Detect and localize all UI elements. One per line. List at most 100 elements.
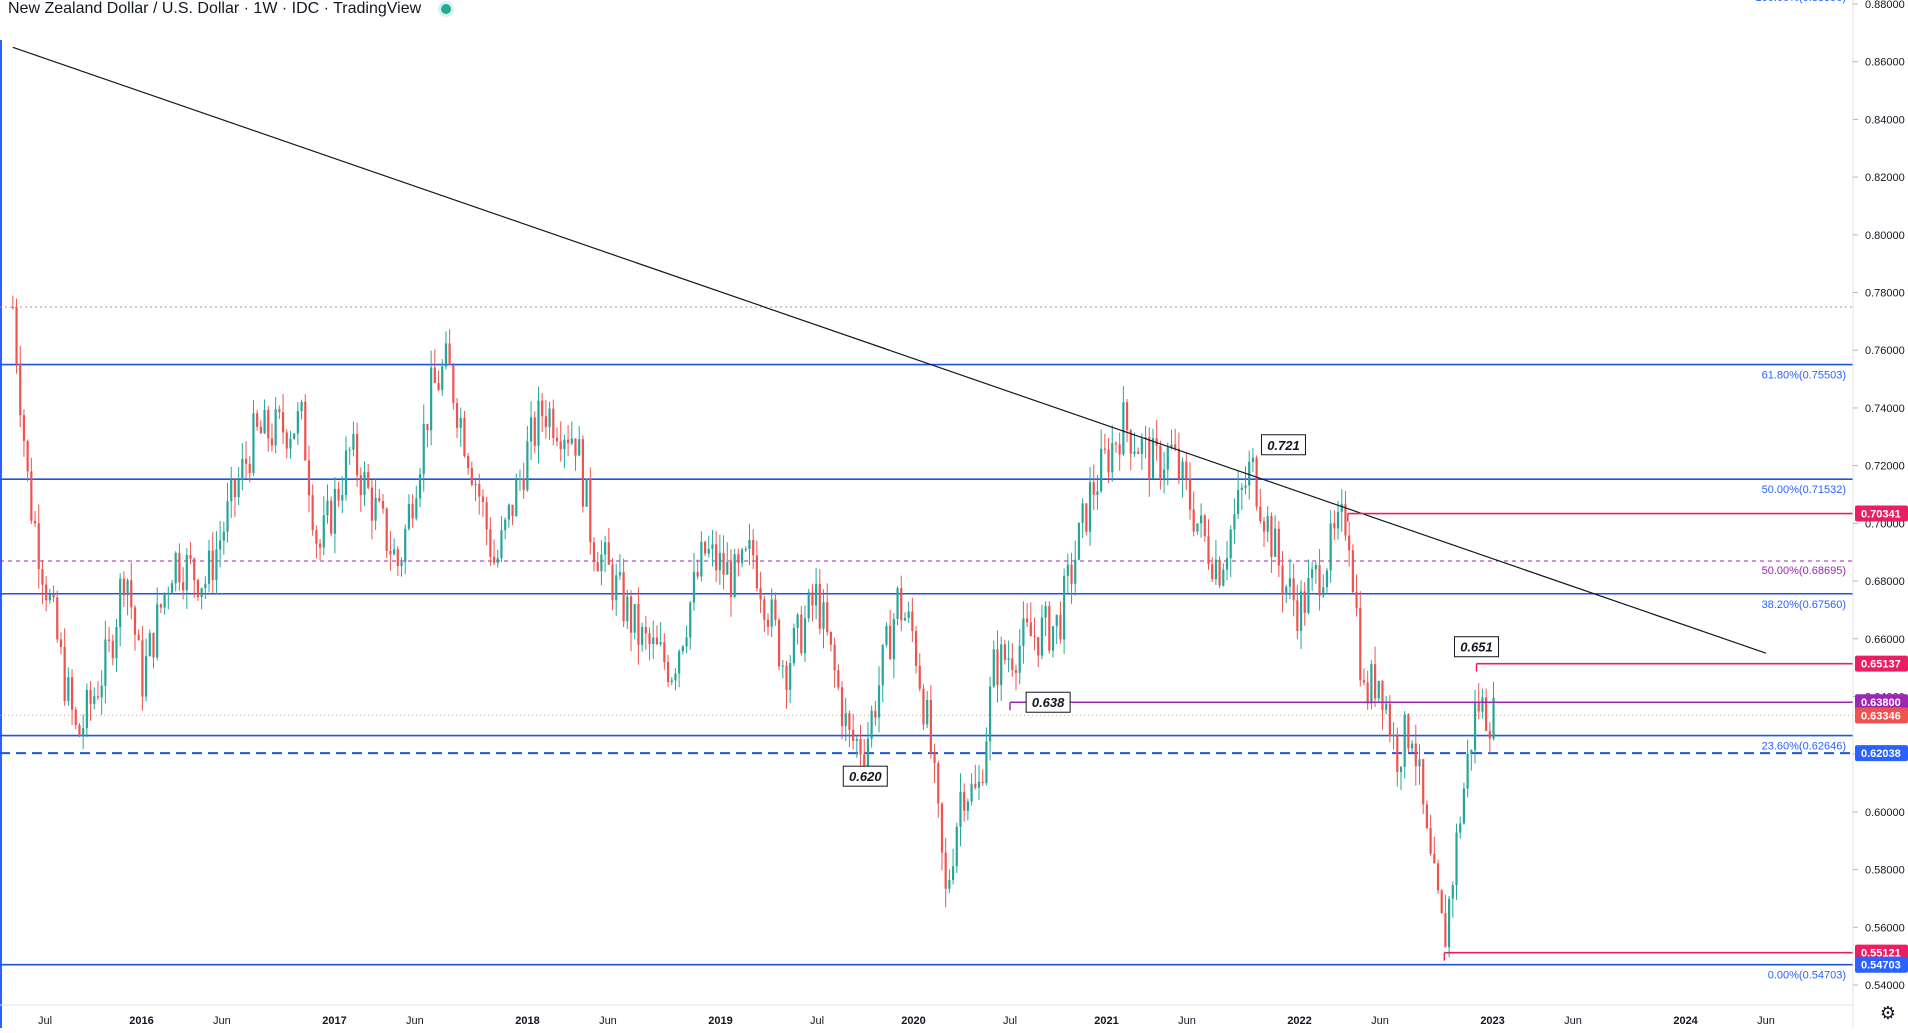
candle-down: [1003, 639, 1007, 665]
candle-body: [367, 471, 370, 488]
candle-body: [818, 583, 821, 629]
x-tick-label: Jun: [1564, 1015, 1582, 1027]
candle-body: [1277, 528, 1280, 566]
candle-body: [1018, 645, 1021, 673]
candle-body: [111, 641, 114, 659]
candle-up: [1229, 525, 1232, 578]
candle-body: [726, 561, 729, 575]
annotation-box: [1453, 636, 1499, 658]
candle-down: [1114, 441, 1118, 453]
candle-body: [1088, 482, 1092, 532]
candle-down: [285, 429, 288, 459]
candle-body: [1459, 823, 1462, 833]
candle-body: [711, 544, 714, 549]
candle-body: [926, 699, 929, 725]
candle-up: [877, 666, 881, 733]
candle-body: [1248, 461, 1251, 486]
candle-body: [1207, 536, 1210, 565]
candle-down: [481, 489, 485, 518]
candle-up: [374, 479, 377, 530]
candle-up: [1170, 429, 1173, 450]
gear-icon[interactable]: ⚙: [1879, 1003, 1896, 1023]
candle-body: [22, 415, 26, 442]
candle-down: [70, 669, 74, 725]
candle-body: [652, 637, 655, 645]
candle-up: [707, 535, 710, 558]
candle-body: [959, 791, 962, 827]
candle-up: [1237, 470, 1240, 520]
candle-body: [522, 478, 525, 491]
candle-body: [707, 548, 710, 554]
candle-down: [1011, 643, 1014, 677]
candle-down: [1107, 437, 1110, 484]
candle-up: [274, 397, 277, 454]
candle-up: [115, 619, 118, 672]
candle-body: [463, 418, 466, 456]
candle-down: [1425, 800, 1429, 830]
candle-body: [570, 438, 573, 444]
candle-up: [951, 848, 955, 885]
candle-body: [1370, 664, 1373, 704]
candle-body: [792, 627, 796, 664]
candle-up: [207, 539, 211, 593]
candle-down: [818, 569, 821, 635]
candle-down: [1373, 646, 1377, 708]
candle-body: [1403, 714, 1406, 767]
candle-body: [422, 423, 425, 475]
candle-up: [992, 640, 995, 688]
candle-up: [789, 654, 792, 704]
x-tick-label: 2017: [322, 1015, 346, 1027]
x-tick-label: Jul: [810, 1015, 824, 1027]
candle-up: [144, 638, 148, 702]
candle-body: [1192, 509, 1195, 532]
candle-down: [722, 535, 725, 590]
candle-up: [507, 503, 510, 528]
candle-body: [189, 555, 192, 559]
y-tick-label: 0.78000: [1865, 288, 1905, 300]
candle-up: [441, 359, 444, 396]
candle-down: [1137, 447, 1140, 455]
candle-body: [752, 540, 755, 556]
candle-body: [337, 488, 340, 501]
candle-body: [156, 604, 159, 658]
candle-body: [307, 460, 311, 496]
candle-down: [59, 632, 63, 655]
candle-down: [89, 681, 92, 721]
price-tag: 0.70341: [1855, 505, 1908, 522]
candle-body: [1122, 402, 1125, 455]
candle-down: [607, 527, 610, 565]
candle-up: [1266, 505, 1269, 542]
candle-up: [955, 822, 958, 873]
candle-body: [822, 602, 825, 629]
candle-body: [1414, 743, 1417, 767]
candle-body: [537, 400, 540, 446]
candle-body: [892, 618, 895, 660]
candle-body: [555, 437, 559, 442]
candle-body: [1137, 451, 1140, 454]
candle-body: [666, 662, 670, 683]
candle-body: [1422, 759, 1425, 805]
candle-body: [267, 409, 270, 439]
candle-up: [1044, 601, 1047, 636]
candle-body: [1344, 504, 1347, 536]
candle-body: [852, 729, 855, 741]
candle-body: [452, 365, 455, 404]
candle-body: [659, 642, 662, 645]
candle-body: [48, 594, 51, 601]
candle-up: [100, 670, 103, 715]
candle-body: [981, 781, 984, 784]
candle-down: [311, 484, 314, 536]
candle-body: [126, 580, 129, 596]
candle-body: [1181, 461, 1184, 479]
candle-down: [96, 681, 100, 701]
fib-level-label: 50.00%(0.71532): [1762, 484, 1846, 496]
x-tick-label: 2024: [1673, 1015, 1698, 1027]
candle-body: [1481, 697, 1484, 712]
candle-body: [533, 417, 536, 446]
candle-body: [715, 544, 718, 571]
candle-body: [681, 646, 684, 652]
candle-body: [1429, 827, 1432, 854]
candle-body: [1077, 522, 1081, 560]
